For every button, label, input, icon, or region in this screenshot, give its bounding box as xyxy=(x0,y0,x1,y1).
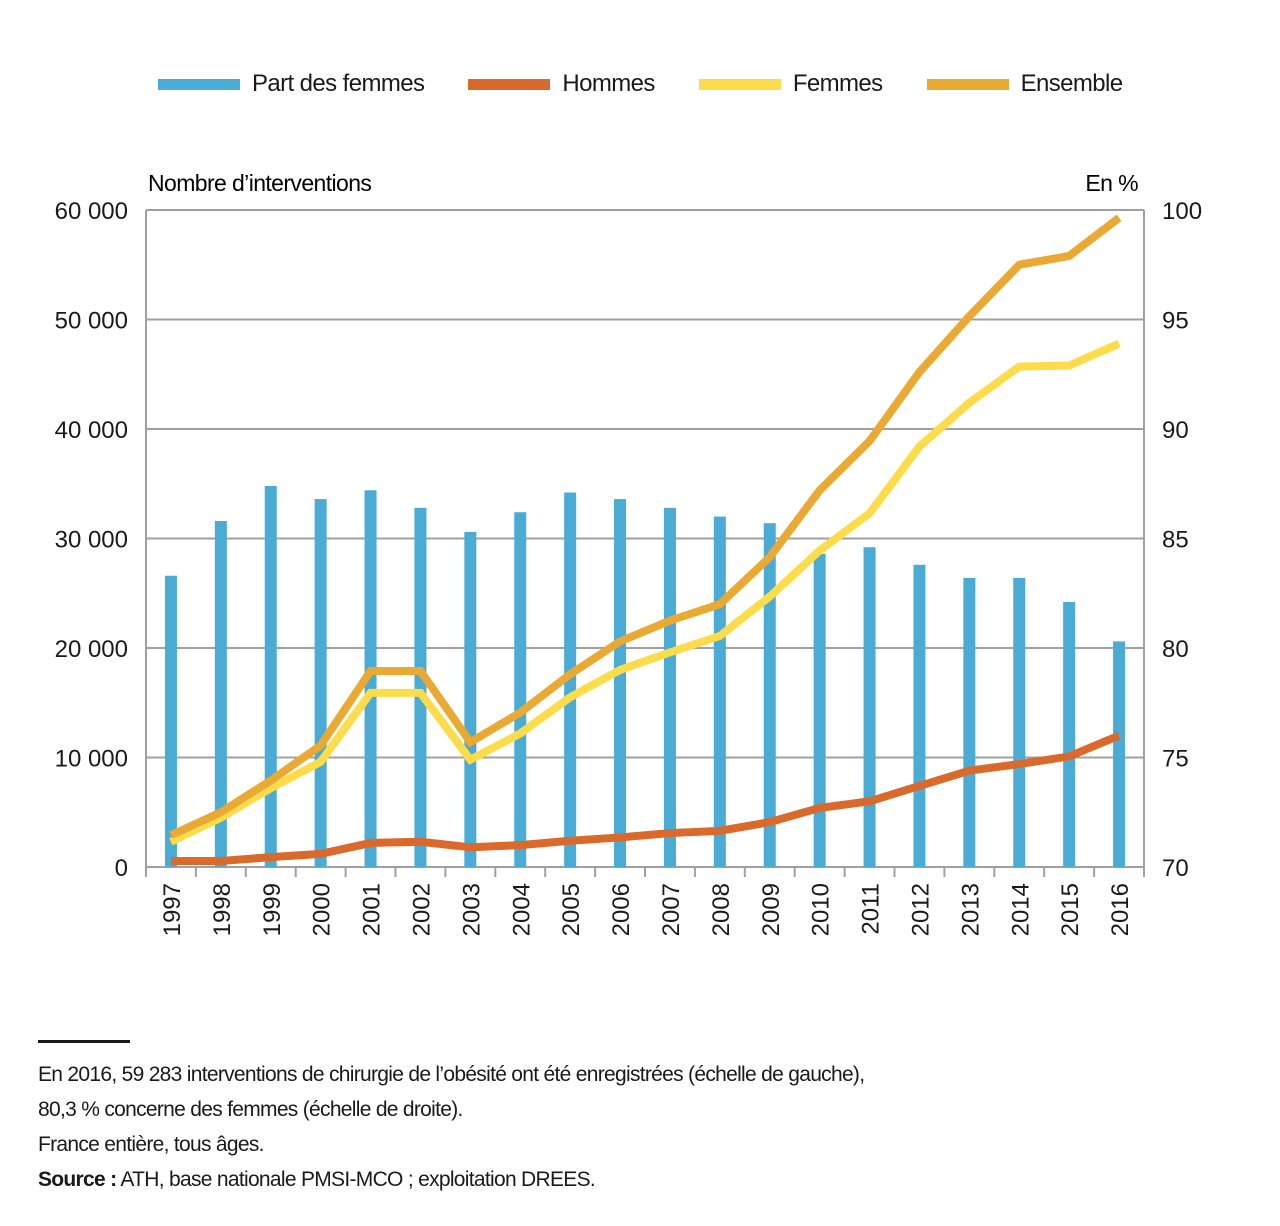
x-tick-label: 1997 xyxy=(159,883,186,936)
bar-2010 xyxy=(813,553,826,867)
x-tick-label: 2011 xyxy=(858,883,885,935)
left-tick-label: 30 000 xyxy=(55,527,128,554)
bar-2007 xyxy=(663,507,676,867)
x-tick-label: 2002 xyxy=(408,883,435,936)
bar-2000 xyxy=(314,499,327,867)
note-line-1: En 2016, 59 283 interventions de chirurg… xyxy=(38,1063,865,1086)
right-tick-label: 75 xyxy=(1162,746,1189,773)
x-tick-label: 2007 xyxy=(658,883,685,936)
legend-swatch-line xyxy=(926,78,1009,90)
legend-swatch-line xyxy=(468,78,551,90)
bar-2006 xyxy=(614,499,627,867)
right-tick-label: 100 xyxy=(1162,198,1202,225)
legend-label: Femmes xyxy=(792,70,883,97)
x-tick-label: 2008 xyxy=(708,883,735,936)
bar-1999 xyxy=(264,485,277,867)
bar-1998 xyxy=(214,520,227,867)
x-tick-label: 2015 xyxy=(1057,883,1084,936)
left-tick-label: 40 000 xyxy=(55,417,128,444)
legend-swatch-bar xyxy=(158,78,240,90)
x-tick-label: 1999 xyxy=(259,883,286,936)
line-hommes xyxy=(170,731,1121,865)
legend-swatch-line xyxy=(698,78,781,90)
bar-1997 xyxy=(164,575,177,867)
x-tick-label: 2016 xyxy=(1107,883,1134,936)
right-tick-label: 90 xyxy=(1162,417,1189,444)
legend-item-hommes: Hommes xyxy=(468,70,655,98)
bar-2015 xyxy=(1063,602,1076,867)
line-femmes xyxy=(169,339,1121,846)
left-axis-title: Nombre d’interventions xyxy=(148,170,371,196)
x-tick-label: 2012 xyxy=(907,883,934,936)
line-ensemble xyxy=(169,214,1122,839)
left-tick-label: 10 000 xyxy=(55,746,128,773)
lines xyxy=(169,214,1122,865)
bar-2003 xyxy=(464,531,477,867)
chart-area: Nombre d’interventions En % 0 10 000 20 00… xyxy=(55,170,1202,936)
legend-item-femmes: Femmes xyxy=(698,70,883,98)
x-tick-label: 2006 xyxy=(608,883,635,936)
chart-notes: En 2016, 59 283 interventions de chirurg… xyxy=(38,1040,865,1197)
right-tick-label: 85 xyxy=(1162,527,1189,554)
x-tick-label: 2010 xyxy=(808,883,835,936)
note-line-3: France entière, tous âges. xyxy=(38,1133,264,1156)
bar-2005 xyxy=(564,492,577,867)
axes xyxy=(145,210,1145,877)
right-tick-label: 95 xyxy=(1162,308,1189,335)
legend-label: Hommes xyxy=(562,70,655,97)
left-tick-label: 60 000 xyxy=(55,198,128,225)
legend-label: Part des femmes xyxy=(252,70,425,97)
x-tick-label: 2003 xyxy=(458,883,485,936)
note-source: Source : ATH, base nationale PMSI-MCO ; … xyxy=(38,1162,864,1197)
chart-legend: Part des femmes Hommes Femmes Ensemble xyxy=(158,70,1167,98)
x-tick-label: 2005 xyxy=(558,883,585,936)
bar-2002 xyxy=(414,507,427,867)
left-tick-label: 50 000 xyxy=(55,308,128,335)
x-tick-label: 2014 xyxy=(1007,883,1034,936)
bar-2013 xyxy=(963,577,976,867)
bar-2001 xyxy=(364,490,377,867)
notes-divider xyxy=(38,1040,130,1043)
right-tick-label: 80 xyxy=(1162,636,1189,663)
tick-labels: 0 10 000 20 000 30 000 40 000 50 000 60 000 70 7… xyxy=(55,198,1202,936)
bar-2009 xyxy=(763,523,776,867)
left-tick-label: 20 000 xyxy=(55,636,128,663)
source-label: Source : xyxy=(38,1168,117,1191)
x-tick-label: 2004 xyxy=(508,883,535,936)
right-tick-label: 70 xyxy=(1162,855,1189,882)
left-tick-label: 0 xyxy=(115,855,128,882)
bar-2008 xyxy=(713,516,726,867)
x-tick-label: 1998 xyxy=(209,883,236,936)
x-tick-label: 2000 xyxy=(309,883,336,936)
source-text: ATH, base nationale PMSI-MCO ; exploitat… xyxy=(116,1168,596,1191)
legend-item-ensemble: Ensemble xyxy=(926,70,1124,98)
bar-2012 xyxy=(913,564,926,867)
x-tick-label: 2009 xyxy=(758,883,785,936)
x-tick-label: 2013 xyxy=(957,883,984,936)
right-axis-title: En % xyxy=(1085,170,1138,196)
x-tick-label: 2001 xyxy=(359,883,386,936)
bars-part-des-femmes xyxy=(164,485,1126,867)
note-line-2: 80,3 % concerne des femmes (échelle de d… xyxy=(38,1098,463,1121)
bar-2004 xyxy=(514,512,527,867)
bar-2011 xyxy=(863,547,876,867)
bar-2014 xyxy=(1013,577,1026,867)
bar-2016 xyxy=(1113,641,1126,867)
legend-item-part-des-femmes: Part des femmes xyxy=(158,70,425,98)
legend-label: Ensemble xyxy=(1020,70,1124,97)
